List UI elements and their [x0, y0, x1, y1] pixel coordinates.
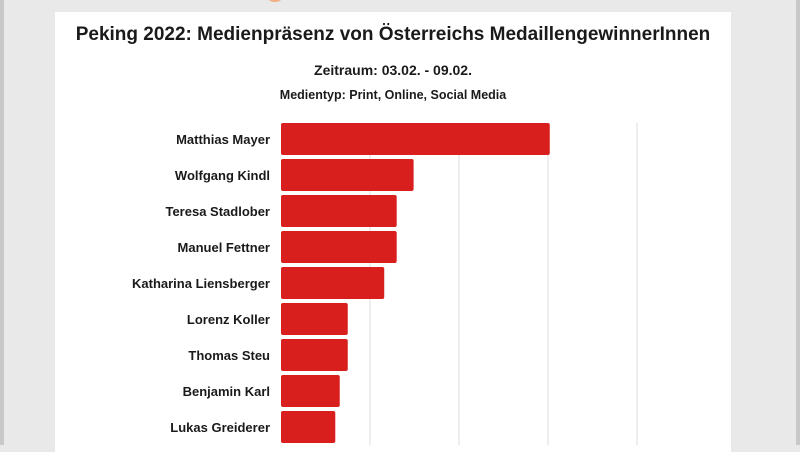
bar: [281, 375, 340, 407]
bar: [281, 123, 550, 155]
window-edge-left: [0, 0, 4, 445]
category-label: Thomas Steu: [188, 348, 270, 363]
decorative-mark: [268, 0, 282, 2]
window-edge-right: [796, 0, 800, 445]
category-label: Wolfgang Kindl: [175, 168, 270, 183]
bar: [281, 195, 397, 227]
category-label: Katharina Liensberger: [132, 276, 270, 291]
bar: [281, 231, 397, 263]
bar: [281, 411, 336, 443]
category-label: Manuel Fettner: [178, 240, 270, 255]
category-label: Lorenz Koller: [187, 312, 270, 327]
chart-note: Medientyp: Print, Online, Social Media: [279, 88, 507, 102]
chart-subtitle: Zeitraum: 03.02. - 09.02.: [314, 62, 472, 78]
category-label: Teresa Stadlober: [165, 204, 270, 219]
bar: [281, 339, 348, 371]
bar: [281, 303, 348, 335]
category-label: Benjamin Karl: [183, 384, 270, 399]
category-label: Matthias Mayer: [176, 132, 270, 147]
bar: [281, 159, 414, 191]
chart-title: Peking 2022: Medienpräsenz von Österreic…: [75, 24, 711, 45]
bar: [281, 267, 385, 299]
category-label: Lukas Greiderer: [170, 420, 270, 435]
